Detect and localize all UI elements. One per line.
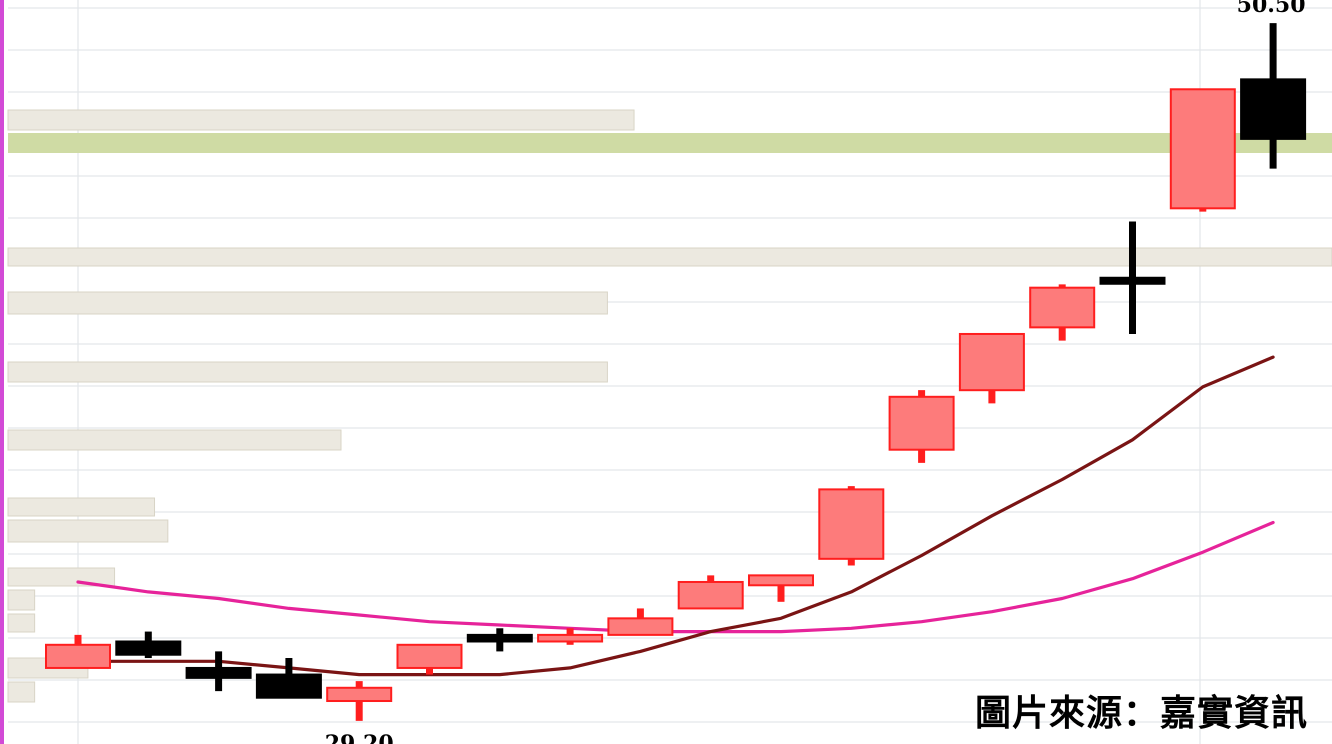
volume-profile-bar [7,429,342,451]
candle-body [537,633,604,643]
price-band-grey [7,247,1332,267]
candle-body [888,395,955,451]
high-price-label: 50.50 [1237,0,1306,18]
candle-body [677,580,744,610]
volume-profile-bar [7,589,36,611]
moving-average-long [76,520,1275,634]
low-price-label: 29.20 [325,731,394,744]
candle-body [326,686,393,703]
source-label: 圖片來源：嘉實資訊 [974,693,1308,734]
volume-profile-bar [7,681,36,703]
candle-body [466,633,533,643]
candle-body [818,488,885,560]
volume-profile-bar [7,519,169,543]
volume-profile-bar [7,613,36,633]
candle-body [748,574,814,587]
candle-body [396,643,463,669]
candle-body [1029,286,1096,329]
moving-average-short [76,355,1275,677]
volume-profile-bar [7,497,156,517]
volume-profile-bar [7,567,116,587]
candle-body [958,332,1025,392]
volume-profile-bar [7,361,608,383]
candle-body [1240,78,1307,140]
candle-body [1169,88,1236,210]
volume-profile-bar [7,109,635,131]
candle-body [607,617,674,636]
left-border [0,0,4,744]
candle-body [45,643,111,669]
candle-body [185,666,252,679]
price-band-green [8,133,1332,153]
candle-body [115,640,182,656]
candle-body [255,673,322,699]
candle-body [1099,276,1166,285]
volume-profile-bar [7,291,608,315]
